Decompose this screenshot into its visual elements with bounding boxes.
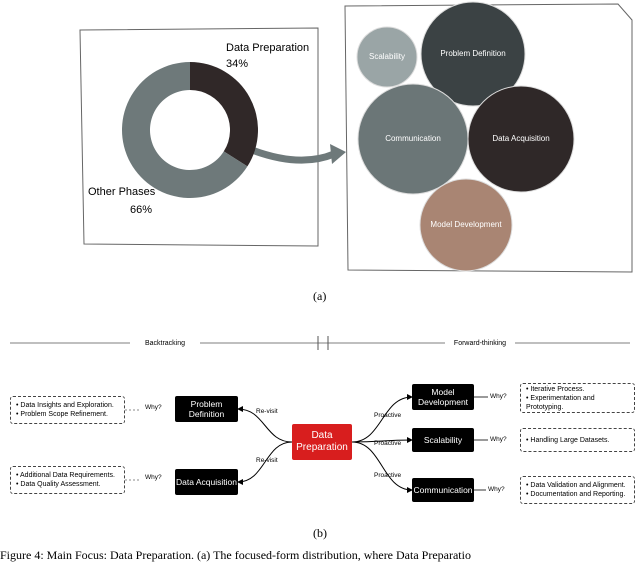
bubble-label: Data Acquisition: [492, 134, 549, 143]
why-label: Why?: [145, 404, 162, 411]
panel-bubbles: [344, 3, 633, 273]
bubble: [356, 26, 418, 88]
edge-label: Re-visit: [256, 408, 278, 415]
edge-label: Proactive: [374, 440, 402, 447]
legend-label: Other Phases: [88, 186, 156, 198]
note-box: • Handling Large Datasets.: [520, 428, 635, 452]
caption: (b): [313, 526, 327, 540]
note-item: • Handling Large Datasets.: [526, 436, 610, 444]
timeline-right: Forward-thinking: [454, 340, 506, 347]
why-label: Why?: [490, 393, 507, 400]
center-node: Data Preparation: [292, 424, 352, 460]
edge: [237, 441, 293, 485]
label-bg: [130, 339, 200, 347]
note-box: • Iterative Process. • Experimentation an…: [520, 383, 635, 413]
note-item: • Documentation and Reporting.: [526, 491, 626, 498]
bubble-label: Model Development: [430, 220, 502, 229]
why-label: Why?: [145, 474, 162, 481]
note-item: • Iterative Process.: [526, 385, 585, 393]
panel-a: [79, 27, 319, 247]
arrow: [250, 146, 336, 164]
note-item: • Data Insights and Exploration.: [16, 402, 114, 409]
bubble-label: Communication: [385, 134, 441, 143]
caption: (a): [313, 289, 327, 303]
node: Scalability: [412, 428, 474, 452]
edge: [351, 394, 413, 443]
edge: [237, 406, 293, 443]
note-item: • Data Quality Assessment.: [16, 481, 101, 488]
node: Data Acquisition: [175, 469, 238, 495]
note-box: • Data Validation and Alignment. • Docume…: [520, 476, 635, 504]
timeline-left: Backtracking: [145, 340, 185, 347]
edge-label: Re-visit: [256, 457, 278, 464]
value-label: 66%: [130, 204, 152, 216]
value-label: 34%: [226, 58, 248, 70]
why-label: Why?: [490, 436, 507, 443]
edge: [351, 441, 413, 493]
label-bg: [445, 339, 515, 347]
bubble-label: Scalability: [369, 52, 405, 61]
bubble-label: Problem Definition: [440, 49, 505, 58]
note-box: • Additional Data Requirements. • Data Qu…: [10, 466, 125, 494]
legend-label: Data Preparation: [226, 42, 309, 54]
bubble: [420, 1, 526, 107]
note-item: • Problem Scope Refinement.: [16, 411, 108, 418]
donut-segment: [121, 61, 248, 198]
bubble: [419, 178, 513, 272]
node: Problem Definition: [175, 396, 238, 422]
note-box: • Data Insights and Exploration. • Proble…: [10, 396, 125, 424]
arrow-head: [330, 144, 346, 164]
edge: [351, 437, 413, 444]
figure-caption: Figure 4: Main Focus: Data Preparation. …: [0, 548, 471, 562]
donut-segment: [190, 62, 258, 167]
edge-label: Proactive: [374, 472, 402, 479]
why-label: Why?: [488, 486, 505, 493]
bubble: [467, 85, 575, 193]
node: Communication: [412, 478, 474, 502]
node: Model Development: [412, 384, 474, 410]
note-item: • Data Validation and Alignment.: [526, 482, 626, 489]
note-item: • Experimentation and Prototyping.: [526, 394, 595, 411]
note-item: • Additional Data Requirements.: [16, 472, 115, 479]
edge-label: Proactive: [374, 412, 402, 419]
